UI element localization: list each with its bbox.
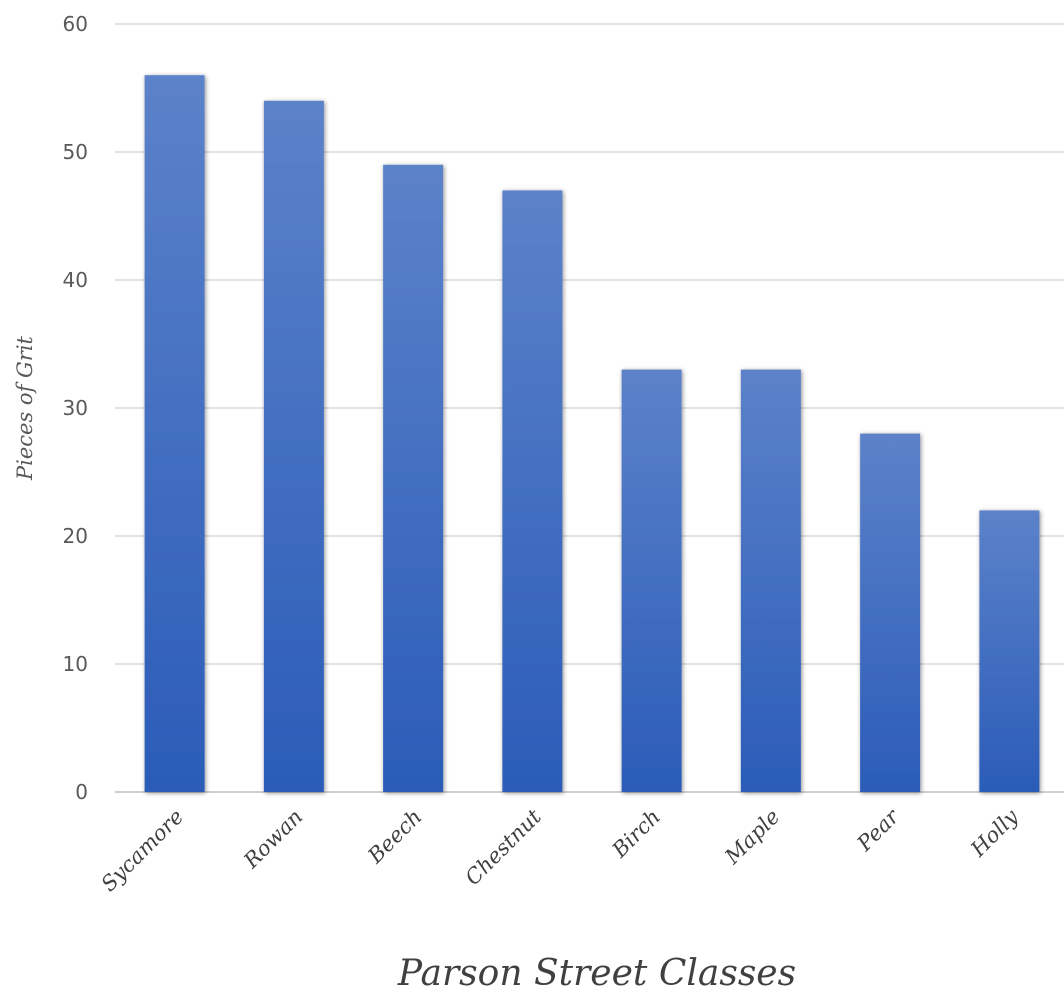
x-tick-label-birch: Birch (607, 805, 665, 863)
bar-maple (740, 369, 801, 792)
y-tick-label: 0 (75, 780, 88, 804)
bars (144, 75, 1040, 793)
x-tick-label-rowan: Rowan (238, 805, 307, 874)
bar-pear (860, 433, 921, 792)
x-tick-label-holly: Holly (965, 804, 1023, 862)
y-axis-tick-labels: 0 10 20 30 40 50 60 (63, 12, 88, 804)
x-tick-label-maple: Maple (720, 805, 785, 870)
bar-rowan (263, 100, 324, 793)
x-tick-label-sycamore: Sycamore (97, 805, 189, 897)
bar-chestnut (502, 190, 563, 792)
y-tick-label: 50 (63, 140, 88, 164)
bar-beech (383, 164, 444, 793)
y-tick-label: 60 (63, 12, 88, 36)
bar-holly (979, 510, 1040, 792)
bar-birch (621, 369, 682, 792)
y-tick-label: 20 (63, 524, 88, 548)
y-axis-title: Pieces of Grit (13, 335, 37, 481)
x-tick-label-pear: Pear (852, 803, 905, 856)
x-axis-title: Parson Street Classes (397, 953, 796, 994)
x-tick-label-beech: Beech (363, 805, 427, 869)
x-tick-label-chestnut: Chestnut (461, 804, 547, 890)
gridlines (115, 23, 1064, 793)
y-tick-label: 10 (63, 652, 88, 676)
y-tick-label: 40 (63, 268, 88, 292)
y-tick-label: 30 (63, 396, 88, 420)
bar-sycamore (144, 75, 205, 792)
x-axis-tick-labels: Sycamore Rowan Beech Chestnut Birch Maple Pear… (97, 803, 1024, 896)
